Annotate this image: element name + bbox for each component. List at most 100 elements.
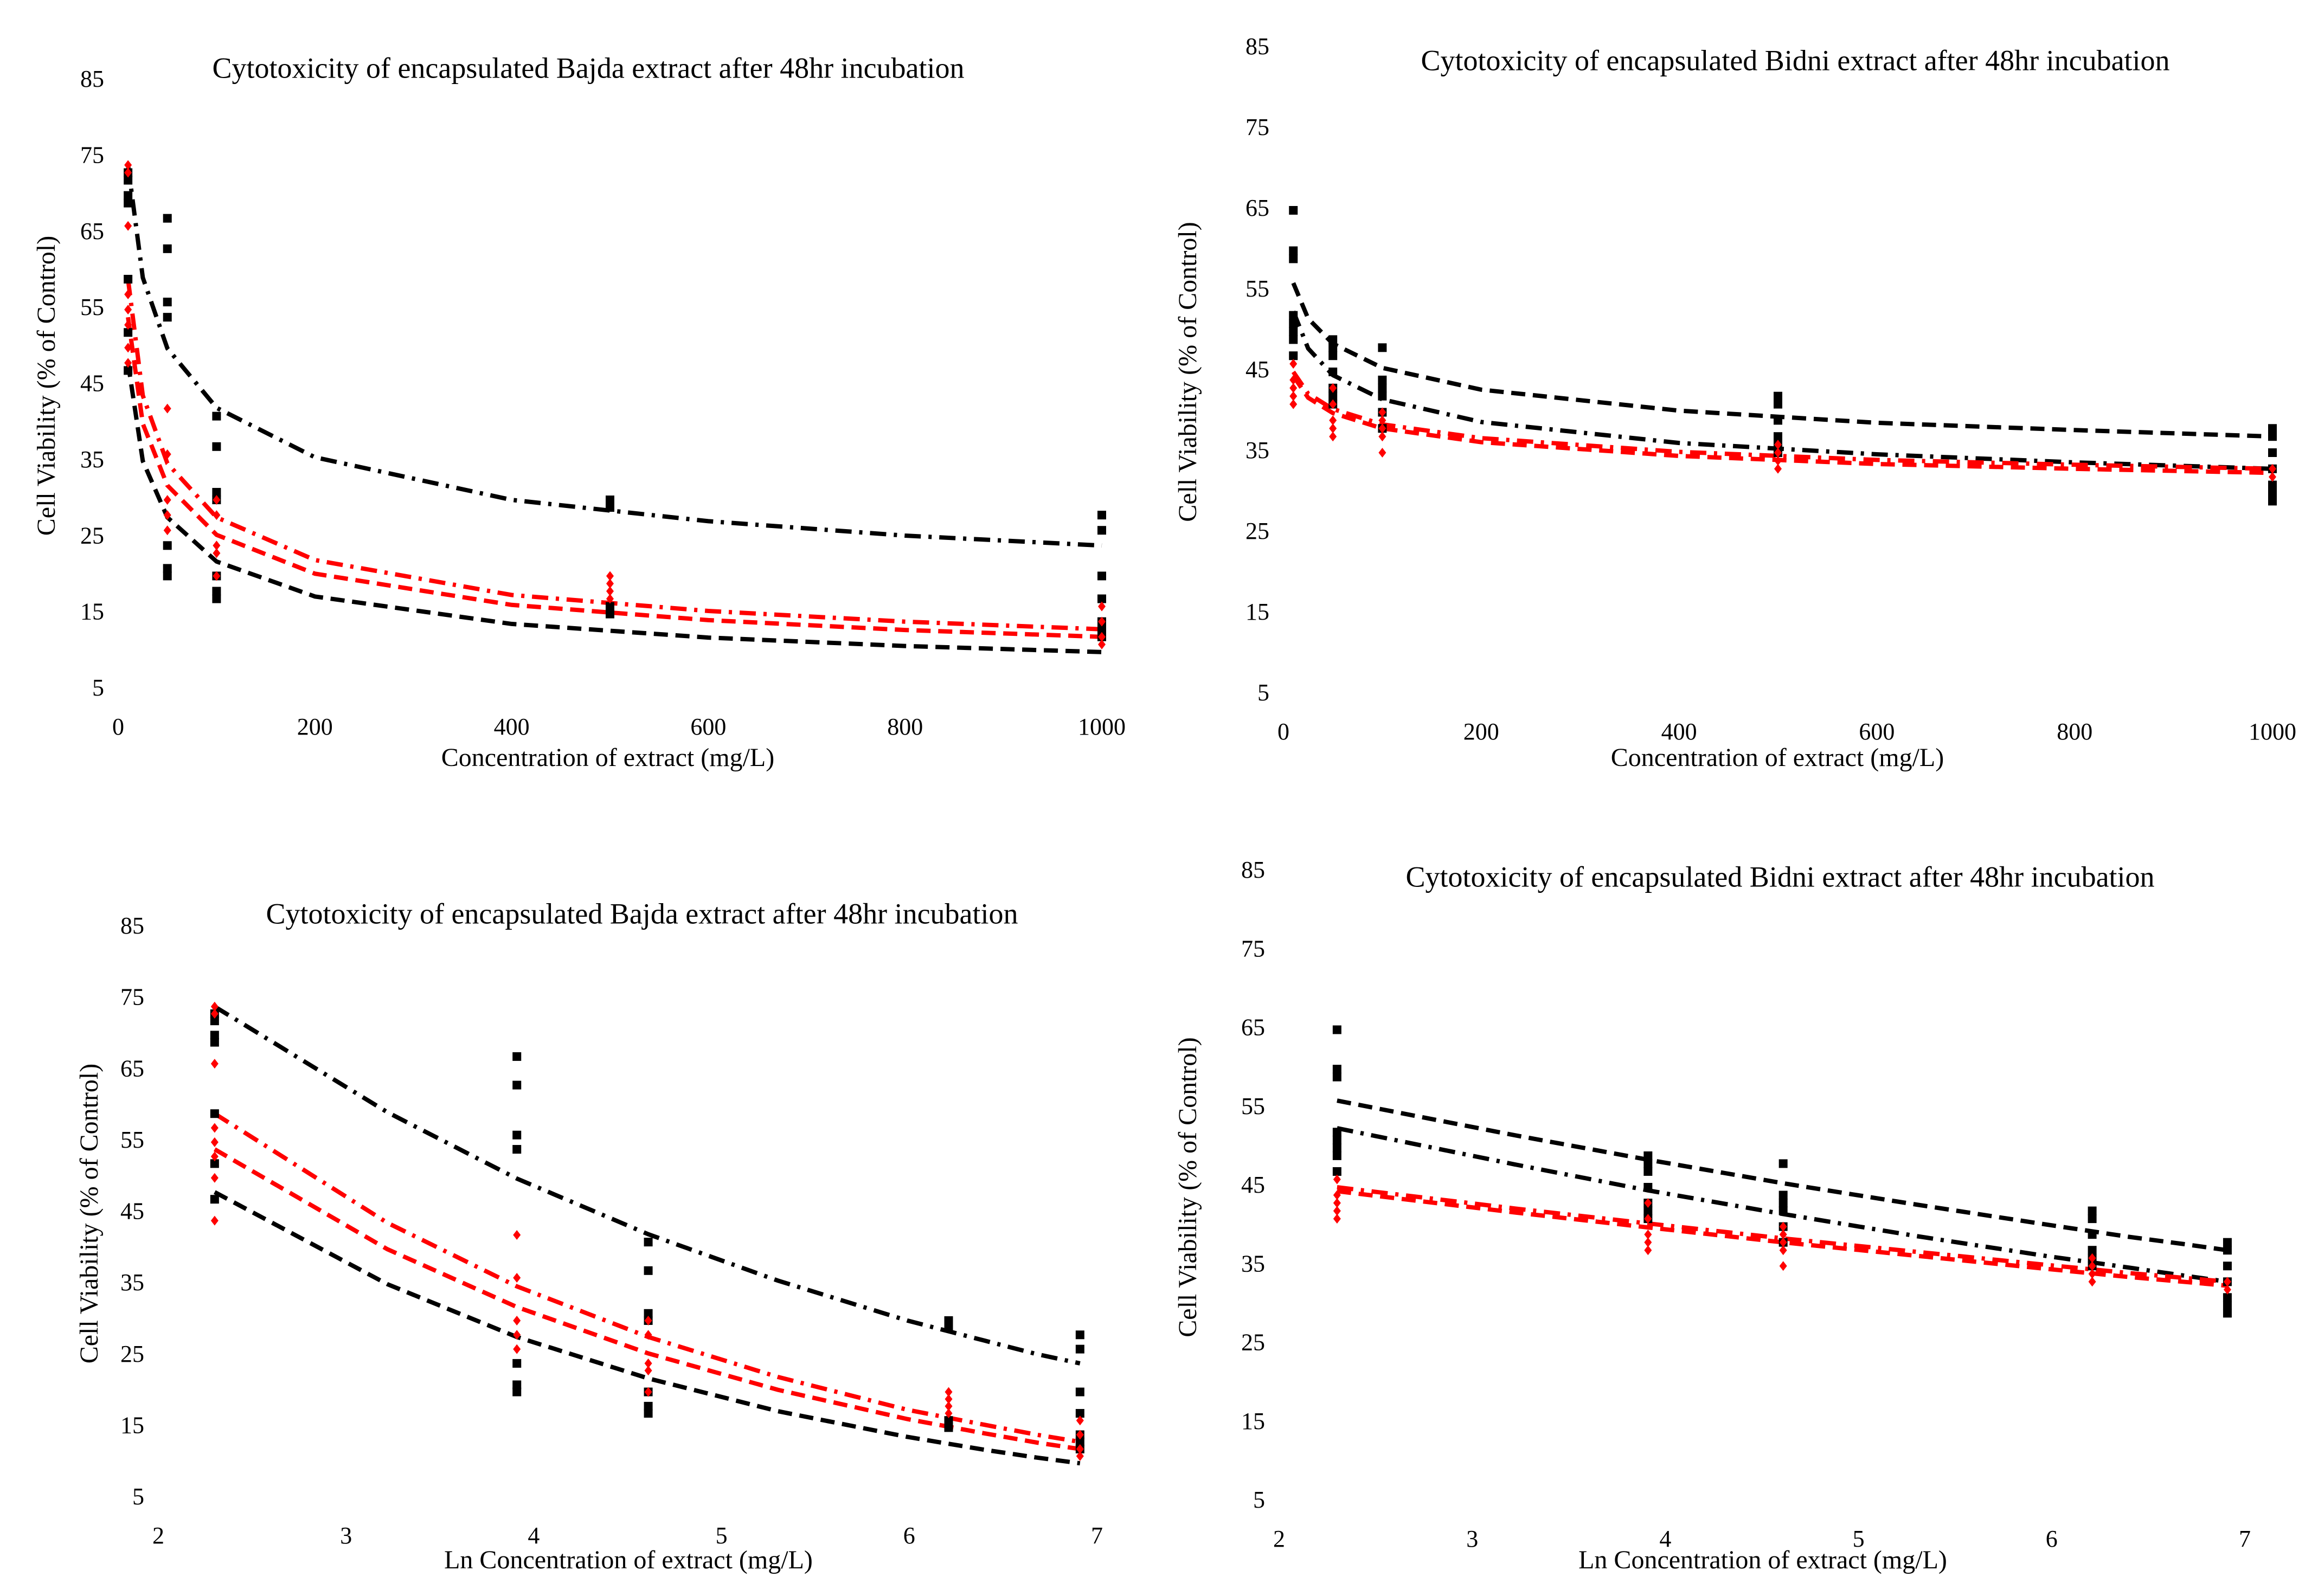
data-point xyxy=(513,1330,521,1340)
data-point xyxy=(2268,432,2277,441)
data-point xyxy=(606,578,614,589)
trendline xyxy=(1337,1189,2228,1288)
x-tick-label: 3 xyxy=(340,1522,352,1549)
data-point xyxy=(1378,448,1386,458)
data-point xyxy=(1332,1065,1341,1074)
x-tick-label: 0 xyxy=(112,713,124,740)
data-point xyxy=(1378,407,1386,417)
y-tick-label: 5 xyxy=(92,674,104,701)
data-point xyxy=(1644,1245,1652,1256)
data-point xyxy=(1643,1159,1653,1168)
data-point xyxy=(1289,399,1298,409)
data-point xyxy=(1643,1151,1653,1160)
data-point xyxy=(1644,1237,1652,1247)
trendline xyxy=(1291,310,2273,471)
data-point xyxy=(124,358,132,368)
data-point xyxy=(163,244,172,253)
data-point xyxy=(1779,1237,1787,1247)
data-point xyxy=(512,1359,522,1368)
data-point xyxy=(512,1145,522,1154)
data-point xyxy=(1289,351,1298,361)
data-point xyxy=(1774,391,1782,401)
data-point xyxy=(1075,1344,1084,1354)
data-point xyxy=(124,191,133,200)
data-point xyxy=(944,1323,953,1333)
data-point xyxy=(2223,1277,2231,1287)
data-point xyxy=(1097,526,1106,535)
data-point xyxy=(606,609,614,619)
data-point xyxy=(163,449,171,459)
data-point xyxy=(210,1151,219,1162)
y-tick-label: 45 xyxy=(120,1198,144,1225)
data-point xyxy=(1097,511,1106,520)
x-tick-label: 1000 xyxy=(1078,713,1126,740)
data-point xyxy=(1644,1214,1652,1224)
x-tick-label: 4 xyxy=(1659,1526,1671,1552)
trendline xyxy=(213,1147,1081,1451)
y-tick-label: 65 xyxy=(1245,195,1269,221)
y-tick-label: 15 xyxy=(80,598,104,625)
chart-title: Cytotoxicity of encapsulated Bajda extra… xyxy=(266,897,1018,930)
data-point xyxy=(1329,399,1337,409)
trendline xyxy=(1337,1098,2228,1253)
data-point xyxy=(1774,464,1782,474)
data-point xyxy=(1378,343,1387,352)
data-point xyxy=(2088,1253,2096,1263)
data-point xyxy=(1289,319,1298,328)
y-tick-label: 85 xyxy=(1245,33,1269,60)
data-point xyxy=(163,313,172,322)
data-point xyxy=(1098,639,1106,649)
y-tick-label: 45 xyxy=(1245,356,1269,383)
data-point xyxy=(1289,206,1298,215)
data-point xyxy=(212,488,221,497)
data-point xyxy=(945,1401,953,1411)
chart-title: Cytotoxicity of encapsulated Bajda extra… xyxy=(212,52,964,84)
data-point xyxy=(212,411,221,421)
data-point xyxy=(1289,359,1298,369)
data-point xyxy=(1328,368,1338,376)
data-point xyxy=(124,328,133,337)
data-point xyxy=(1076,1444,1084,1454)
x-tick-label: 6 xyxy=(903,1522,915,1549)
data-point xyxy=(513,1315,521,1325)
data-point xyxy=(124,289,132,300)
data-point xyxy=(1333,1214,1341,1224)
x-axis-label: Ln Concentration of extract (mg/L) xyxy=(1578,1546,1947,1574)
data-point xyxy=(513,1230,521,1240)
data-point xyxy=(1328,391,1338,401)
data-point xyxy=(1075,1330,1084,1340)
data-point xyxy=(1328,351,1338,361)
data-point xyxy=(124,168,132,178)
y-tick-label: 75 xyxy=(1245,114,1269,140)
data-point xyxy=(1076,1415,1084,1426)
data-point xyxy=(513,1344,521,1354)
data-point xyxy=(213,571,221,581)
data-point xyxy=(1332,1135,1341,1144)
data-point xyxy=(1333,1190,1341,1200)
data-point xyxy=(210,1137,219,1147)
x-tick-label: 800 xyxy=(2057,718,2092,745)
x-tick-label: 7 xyxy=(1091,1522,1103,1549)
data-point xyxy=(2268,424,2277,433)
chart-title: Cytotoxicity of encapsulated Bidni extra… xyxy=(1421,44,2169,76)
data-point xyxy=(1643,1167,1653,1176)
data-point xyxy=(2268,448,2277,457)
data-point xyxy=(606,602,614,611)
data-point xyxy=(1289,383,1298,393)
data-point xyxy=(1097,594,1106,603)
y-tick-label: 55 xyxy=(1241,1093,1265,1119)
y-tick-label: 65 xyxy=(1241,1014,1265,1041)
data-point xyxy=(512,1387,522,1397)
data-point xyxy=(210,1109,219,1118)
x-tick-label: 400 xyxy=(1661,718,1697,745)
data-point xyxy=(1774,448,1782,458)
data-point xyxy=(1329,432,1337,442)
y-axis-label: Cell Viability (% of Control) xyxy=(1173,222,1202,522)
data-point xyxy=(945,1387,953,1397)
data-point xyxy=(1378,391,1387,401)
data-point xyxy=(124,320,132,330)
y-tick-label: 35 xyxy=(120,1269,144,1296)
data-point xyxy=(1778,1206,1788,1215)
data-point xyxy=(124,160,132,170)
data-point xyxy=(1774,416,1782,425)
